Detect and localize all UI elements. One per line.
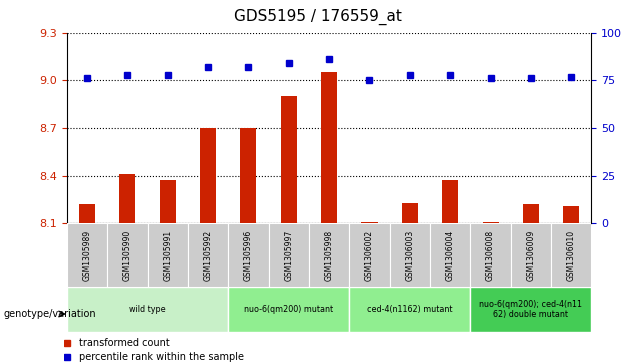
- Text: GSM1305997: GSM1305997: [284, 229, 293, 281]
- Bar: [321, 72, 337, 223]
- Bar: [563, 206, 579, 223]
- Bar: [107, 223, 148, 287]
- Bar: [120, 174, 135, 223]
- Bar: [148, 223, 188, 287]
- Text: GSM1305992: GSM1305992: [204, 229, 212, 281]
- Text: GSM1306009: GSM1306009: [527, 229, 536, 281]
- Bar: [228, 287, 349, 332]
- Bar: [523, 204, 539, 223]
- Bar: [361, 222, 378, 223]
- Bar: [160, 180, 176, 223]
- Bar: [349, 287, 471, 332]
- Text: GSM1306002: GSM1306002: [365, 229, 374, 281]
- Text: GSM1306004: GSM1306004: [446, 229, 455, 281]
- Bar: [280, 96, 297, 223]
- Bar: [268, 223, 309, 287]
- Bar: [430, 223, 471, 287]
- Text: GSM1306010: GSM1306010: [567, 229, 576, 281]
- Bar: [188, 223, 228, 287]
- Bar: [471, 223, 511, 287]
- Bar: [511, 223, 551, 287]
- Bar: [79, 204, 95, 223]
- Bar: [67, 287, 228, 332]
- Text: GSM1305990: GSM1305990: [123, 229, 132, 281]
- Text: transformed count: transformed count: [79, 338, 170, 348]
- Text: ced-4(n1162) mutant: ced-4(n1162) mutant: [367, 305, 453, 314]
- Bar: [551, 223, 591, 287]
- Bar: [402, 203, 418, 223]
- Text: percentile rank within the sample: percentile rank within the sample: [79, 352, 244, 362]
- Text: wild type: wild type: [129, 305, 166, 314]
- Text: GSM1305998: GSM1305998: [324, 229, 334, 281]
- Bar: [200, 128, 216, 223]
- Text: GSM1306008: GSM1306008: [486, 229, 495, 281]
- Text: nuo-6(qm200); ced-4(n11
62) double mutant: nuo-6(qm200); ced-4(n11 62) double mutan…: [480, 300, 583, 319]
- Bar: [442, 180, 459, 223]
- Bar: [240, 128, 256, 223]
- Text: nuo-6(qm200) mutant: nuo-6(qm200) mutant: [244, 305, 333, 314]
- Bar: [309, 223, 349, 287]
- Bar: [228, 223, 268, 287]
- Text: GSM1305989: GSM1305989: [83, 229, 92, 281]
- Text: genotype/variation: genotype/variation: [3, 309, 96, 319]
- Text: GDS5195 / 176559_at: GDS5195 / 176559_at: [234, 9, 402, 25]
- Bar: [349, 223, 390, 287]
- Bar: [67, 223, 107, 287]
- Bar: [390, 223, 430, 287]
- Bar: [471, 287, 591, 332]
- Text: GSM1306003: GSM1306003: [405, 229, 414, 281]
- Text: GSM1305996: GSM1305996: [244, 229, 253, 281]
- Bar: [483, 222, 499, 223]
- Text: GSM1305991: GSM1305991: [163, 229, 172, 281]
